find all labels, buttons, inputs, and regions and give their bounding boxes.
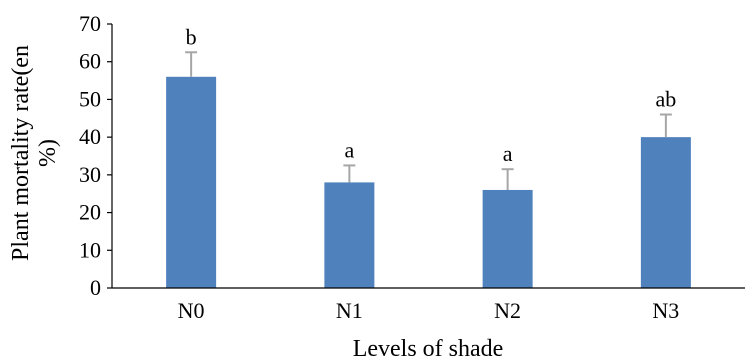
significance-label-n2: a <box>503 141 513 166</box>
significance-label-n1: a <box>344 137 354 162</box>
error-bars <box>185 51 672 190</box>
significance-labels: b a a ab <box>186 24 677 166</box>
y-axis-title: Plant mortality rate(en %) <box>8 45 61 261</box>
significance-label-n3: ab <box>655 87 676 112</box>
y-tick-label: 30 <box>79 162 101 187</box>
bar-n2 <box>482 189 533 288</box>
x-tick-label-n0: N0 <box>178 298 205 323</box>
y-tick-label: 0 <box>90 275 101 300</box>
bar-n3 <box>640 137 691 288</box>
x-axis-title: Levels of shade <box>353 336 504 362</box>
y-axis-tick-labels: 0 10 20 30 40 50 60 70 <box>79 11 112 300</box>
y-tick-label: 20 <box>79 200 101 225</box>
y-axis-title-line-1: Plant mortality rate(en <box>8 45 34 261</box>
x-tick-label-n3: N3 <box>652 298 679 323</box>
x-tick-label-n2: N2 <box>494 298 521 323</box>
y-tick-label: 60 <box>79 49 101 74</box>
y-axis-title-line-2: %) <box>35 139 61 167</box>
x-axis-tick-labels: N0 N1 N2 N3 <box>178 298 680 323</box>
y-tick-label: 50 <box>79 86 101 111</box>
y-tick-label: 40 <box>79 124 101 149</box>
x-tick-label-n1: N1 <box>336 298 363 323</box>
bar-n0 <box>166 76 217 288</box>
bars <box>166 76 691 288</box>
y-tick-label: 70 <box>79 11 101 36</box>
y-tick-label: 10 <box>79 237 101 262</box>
bar-n1 <box>324 182 375 288</box>
significance-label-n0: b <box>186 24 197 49</box>
